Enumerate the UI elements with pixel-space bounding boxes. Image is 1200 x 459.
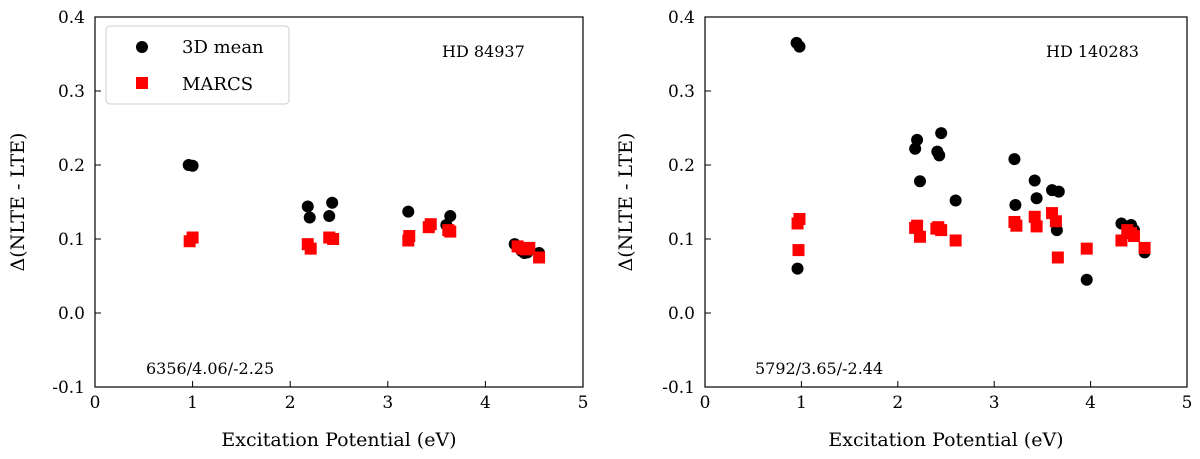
x-tick-label: 5: [578, 393, 589, 413]
point-3d-mean: [935, 127, 948, 140]
x-tick-label: 2: [285, 393, 296, 413]
x-tick-label: 2: [892, 393, 903, 413]
y-tick-label: -0.1: [52, 378, 85, 398]
x-ticks: 0 1 2 3 4 5: [700, 381, 1193, 413]
point-marcs: [424, 218, 437, 231]
point-3d-mean: [1080, 273, 1093, 286]
point-marcs: [1049, 215, 1062, 228]
point-3d-mean: [913, 175, 926, 188]
y-axis-label: Δ(NLTE - LTE): [7, 133, 29, 272]
x-tick-label: 1: [796, 393, 807, 413]
x-tick-label: 0: [700, 393, 711, 413]
y-tick-label: 0.0: [668, 304, 695, 324]
point-marcs: [935, 224, 948, 237]
y-tick-label: 0.4: [668, 8, 695, 28]
y-tick-label: 0.0: [58, 304, 85, 324]
point-3d-mean: [444, 210, 457, 223]
point-3d-mean: [402, 205, 415, 218]
point-marcs: [444, 225, 457, 238]
point-marcs: [1010, 219, 1023, 232]
point-3d-mean: [186, 159, 199, 172]
y-tick-label: 0.1: [58, 230, 85, 250]
point-marcs: [1127, 230, 1140, 243]
stellar-params-label: 5792/3.65/-2.44: [755, 359, 883, 378]
point-marcs: [792, 244, 805, 257]
point-3d-mean: [326, 196, 339, 209]
star-name-label: HD 140283: [1046, 42, 1139, 61]
legend-marker-marcs: [136, 77, 148, 89]
legend-box: [105, 25, 290, 105]
y-tick-label: 0.3: [58, 82, 85, 102]
legend: 3D mean MARCS: [105, 25, 290, 105]
point-3d-mean: [1030, 192, 1043, 205]
legend-label-3d-mean: 3D mean: [182, 37, 264, 58]
y-tick-label: 0.1: [668, 230, 695, 250]
y-ticks: -0.1 0.0 0.1 0.2 0.3 0.4: [52, 8, 101, 398]
point-3d-mean: [1009, 198, 1022, 211]
data-points: [790, 36, 1151, 286]
point-marcs: [1138, 241, 1151, 254]
point-marcs: [523, 241, 536, 254]
plot-area-frame: [704, 16, 1188, 388]
point-marcs: [911, 219, 924, 232]
point-3d-mean: [1008, 153, 1021, 166]
x-tick-label: 4: [1085, 393, 1096, 413]
x-tick-label: 3: [382, 393, 393, 413]
point-3d-mean: [949, 194, 962, 207]
y-tick-label: -0.1: [662, 378, 695, 398]
y-axis-label: Δ(NLTE - LTE): [615, 133, 637, 272]
point-3d-mean: [911, 133, 924, 146]
x-tick-label: 5: [1182, 393, 1193, 413]
panel-hd-140283: 0 1 2 3 4 5 -0.1 0.0 0.1 0.2 0.3 0.4 Excitation Po…: [615, 8, 1192, 451]
data-points: [182, 159, 546, 264]
point-marcs: [1051, 251, 1064, 264]
x-axis-label: Excitation Potential (eV): [221, 429, 456, 451]
point-3d-mean: [933, 149, 946, 162]
point-3d-mean: [793, 40, 806, 53]
y-ticks: -0.1 0.0 0.1 0.2 0.3 0.4: [662, 8, 711, 398]
point-3d-mean: [1052, 185, 1065, 198]
x-tick-label: 0: [90, 393, 101, 413]
point-marcs: [186, 231, 199, 244]
legend-label-marcs: MARCS: [182, 74, 253, 95]
y-tick-label: 0.2: [58, 156, 85, 176]
point-3d-mean: [791, 262, 804, 275]
point-marcs: [1080, 242, 1093, 255]
y-tick-label: 0.3: [668, 82, 695, 102]
point-3d-mean: [323, 210, 336, 223]
point-3d-mean: [303, 211, 316, 224]
point-marcs: [1028, 210, 1041, 223]
plot-area-frame: [94, 16, 584, 388]
point-marcs: [913, 230, 926, 243]
point-3d-mean: [1028, 174, 1041, 187]
star-name-label: HD 84937: [442, 42, 525, 61]
y-tick-label: 0.4: [58, 8, 85, 28]
point-marcs: [949, 234, 962, 247]
point-marcs: [304, 242, 317, 255]
point-3d-mean: [301, 200, 314, 213]
point-marcs: [403, 230, 416, 243]
y-tick-label: 0.2: [668, 156, 695, 176]
legend-marker-3d-mean: [136, 41, 148, 53]
x-axis-label: Excitation Potential (eV): [828, 429, 1063, 451]
point-marcs: [327, 233, 340, 245]
x-tick-label: 4: [480, 393, 491, 413]
stellar-params-label: 6356/4.06/-2.25: [146, 359, 274, 378]
point-marcs: [1030, 220, 1043, 233]
panel-hd-84937: 0 1 2 3 4 5 -0.1 0.0 0.1 0.2 0.3 0.4 Excitation Po…: [7, 8, 588, 451]
x-tick-label: 3: [989, 393, 1000, 413]
point-marcs: [533, 251, 546, 264]
point-marcs: [793, 213, 806, 226]
x-ticks: 0 1 2 3 4 5: [90, 381, 589, 413]
point-marcs: [1115, 234, 1128, 247]
x-tick-label: 1: [187, 393, 198, 413]
